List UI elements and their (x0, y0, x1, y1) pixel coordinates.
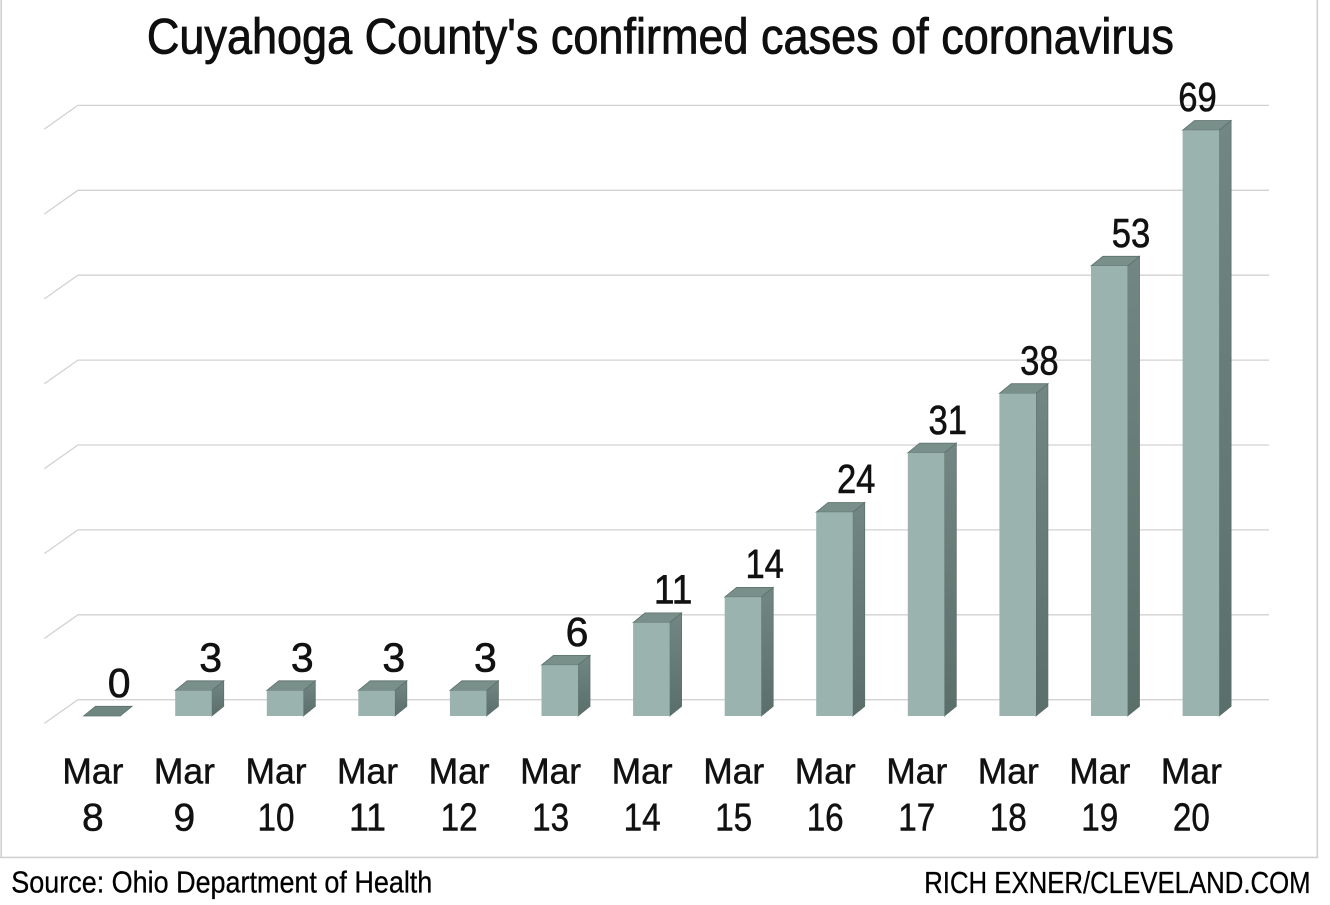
svg-text:Cuyahoga County's confirmed ca: Cuyahoga County's confirmed cases of cor… (147, 9, 1174, 65)
svg-text:Mar: Mar (62, 751, 123, 792)
svg-text:3: 3 (382, 635, 405, 681)
svg-text:11: 11 (654, 567, 693, 613)
svg-text:31: 31 (929, 397, 968, 443)
svg-text:Mar: Mar (1161, 751, 1222, 792)
svg-text:38: 38 (1020, 337, 1059, 383)
svg-text:RICH EXNER/CLEVELAND.COM: RICH EXNER/CLEVELAND.COM (924, 865, 1310, 900)
svg-text:Mar: Mar (795, 751, 856, 792)
svg-text:Mar: Mar (612, 751, 673, 792)
svg-text:Mar: Mar (978, 751, 1039, 792)
svg-text:Mar: Mar (337, 751, 398, 792)
svg-text:8: 8 (82, 797, 104, 840)
svg-text:Source: Ohio Department of Hea: Source: Ohio Department of Health (11, 864, 432, 899)
svg-text:24: 24 (837, 456, 876, 502)
svg-text:Mar: Mar (886, 751, 947, 792)
svg-text:10: 10 (258, 797, 295, 840)
svg-text:Mar: Mar (246, 751, 307, 792)
svg-text:Mar: Mar (154, 751, 215, 792)
svg-text:0: 0 (108, 660, 131, 706)
svg-text:Mar: Mar (703, 751, 764, 792)
svg-text:20: 20 (1173, 797, 1210, 840)
svg-text:3: 3 (199, 635, 222, 681)
svg-text:18: 18 (990, 797, 1027, 840)
svg-text:53: 53 (1112, 210, 1151, 256)
svg-text:Mar: Mar (429, 751, 490, 792)
svg-text:14: 14 (745, 541, 784, 587)
svg-text:69: 69 (1178, 74, 1217, 120)
svg-text:15: 15 (715, 797, 752, 840)
svg-text:9: 9 (174, 797, 196, 840)
svg-text:13: 13 (532, 797, 569, 840)
svg-text:17: 17 (898, 797, 935, 840)
svg-text:14: 14 (624, 797, 661, 840)
svg-text:3: 3 (474, 635, 497, 681)
svg-text:Mar: Mar (1069, 751, 1130, 792)
svg-text:12: 12 (441, 797, 478, 840)
svg-text:Mar: Mar (520, 751, 581, 792)
svg-text:6: 6 (566, 609, 589, 655)
svg-text:16: 16 (807, 797, 844, 840)
svg-text:11: 11 (349, 797, 386, 840)
svg-text:19: 19 (1081, 797, 1118, 840)
svg-text:3: 3 (291, 635, 314, 681)
